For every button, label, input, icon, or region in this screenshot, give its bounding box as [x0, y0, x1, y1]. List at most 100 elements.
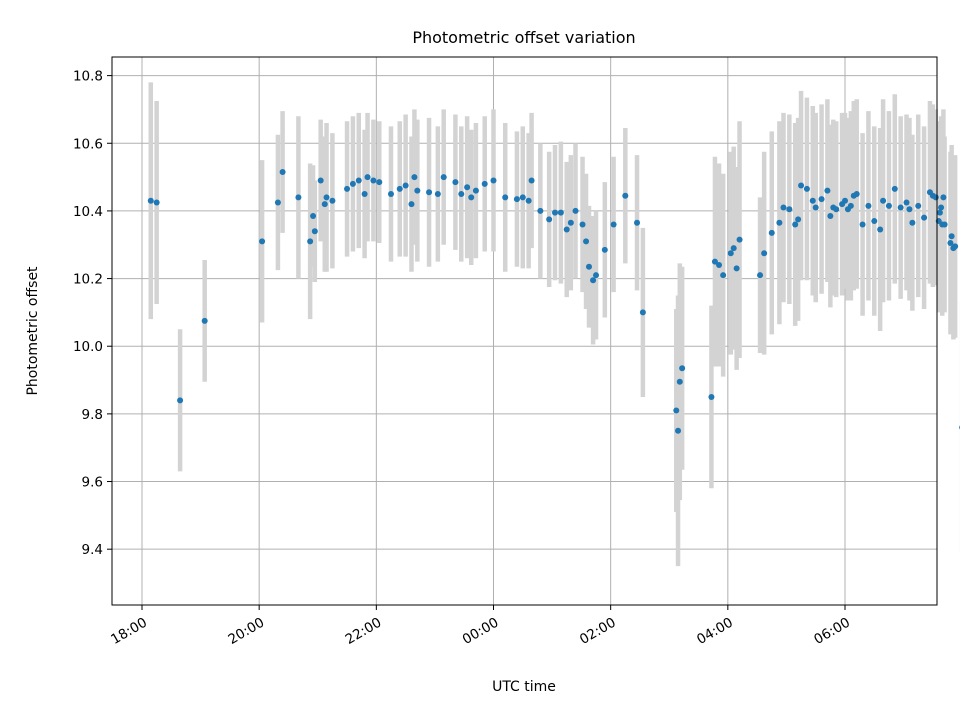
data-point — [274, 199, 281, 206]
data-point — [827, 212, 834, 219]
data-point — [525, 197, 532, 204]
x-tick-label: 18:00 — [108, 615, 150, 648]
data-point — [317, 177, 324, 184]
data-point — [572, 207, 579, 214]
data-point — [396, 185, 403, 192]
x-axis: 18:00 20:00 22:00 00:00 02:00 04:00 06:00 — [108, 605, 853, 648]
y-tick-label: 10.0 — [73, 339, 103, 355]
data-point — [490, 177, 497, 184]
data-point — [941, 221, 948, 228]
data-point — [593, 272, 600, 279]
data-point — [426, 189, 433, 196]
data-point — [891, 185, 898, 192]
data-point — [329, 197, 336, 204]
data-point — [177, 397, 184, 404]
data-point — [824, 187, 831, 194]
data-point — [579, 221, 586, 228]
data-point — [940, 194, 947, 201]
x-tick-label: 02:00 — [577, 615, 619, 648]
data-point — [387, 191, 394, 197]
data-point — [585, 263, 592, 270]
data-point — [355, 177, 362, 184]
data-point — [938, 204, 945, 211]
data-point — [877, 226, 884, 233]
x-tick-label: 20:00 — [225, 615, 267, 648]
data-point — [610, 221, 617, 228]
data-point — [730, 245, 737, 252]
data-point — [364, 174, 371, 181]
data-point — [307, 238, 314, 245]
data-point — [803, 185, 810, 192]
plot-frame — [111, 56, 938, 606]
y-tick-label: 10.4 — [73, 204, 103, 220]
y-tick-label: 9.8 — [82, 407, 103, 423]
data-point — [295, 194, 302, 201]
data-point — [676, 378, 683, 385]
data-point — [859, 221, 866, 228]
data-point — [871, 218, 878, 225]
data-point — [776, 219, 783, 226]
data-point — [761, 250, 768, 257]
data-point — [519, 194, 526, 201]
data-point — [458, 191, 465, 197]
data-point — [440, 174, 447, 181]
data-point — [546, 216, 553, 223]
data-point — [583, 238, 590, 245]
data-point — [323, 194, 330, 201]
data-point — [795, 216, 802, 223]
data-point — [708, 393, 715, 400]
data-point — [909, 219, 916, 226]
data-point — [370, 177, 377, 184]
data-point — [906, 206, 913, 213]
y-tick-label: 10.2 — [73, 272, 103, 288]
data-point — [601, 246, 608, 253]
data-point — [567, 219, 574, 226]
data-point — [757, 272, 764, 279]
data-point — [716, 262, 723, 269]
data-point — [557, 209, 564, 216]
y-axis: 9.4 9.6 9.8 10.0 10.2 10.4 10.6 10.8 — [73, 69, 112, 558]
data-point — [411, 174, 418, 181]
data-point — [947, 240, 954, 247]
data-point — [842, 197, 848, 204]
data-point — [952, 243, 959, 250]
data-point — [915, 202, 922, 209]
data-point — [147, 197, 154, 204]
data-point — [361, 191, 368, 197]
data-point — [679, 365, 686, 372]
data-point — [921, 214, 928, 221]
data-point — [733, 265, 740, 272]
data-point — [259, 238, 266, 245]
data-point — [833, 206, 840, 213]
data-point — [809, 197, 816, 204]
data-point — [634, 219, 641, 226]
data-point — [818, 196, 825, 203]
x-tick-label: 22:00 — [343, 615, 385, 648]
data-point — [948, 233, 955, 240]
y-tick-label: 9.4 — [82, 542, 103, 558]
data-point — [903, 199, 910, 206]
data-point — [528, 177, 535, 184]
data-point — [537, 207, 544, 214]
data-point — [402, 182, 409, 189]
data-point — [349, 180, 356, 187]
data-point — [464, 184, 471, 191]
data-point — [472, 187, 479, 194]
data-point — [897, 204, 904, 211]
data-point — [675, 427, 682, 434]
data-point — [408, 201, 415, 208]
data-point — [321, 201, 328, 208]
data-point — [481, 180, 488, 187]
data-point — [201, 317, 208, 324]
data-point — [865, 202, 872, 209]
data-point — [812, 204, 819, 211]
data-point — [279, 169, 286, 176]
x-tick-label: 06:00 — [811, 615, 853, 648]
data-point — [311, 228, 318, 235]
data-point — [434, 191, 441, 197]
data-point-series — [147, 169, 960, 434]
data-point — [513, 196, 520, 203]
data-point — [376, 179, 383, 186]
data-point — [590, 277, 597, 284]
